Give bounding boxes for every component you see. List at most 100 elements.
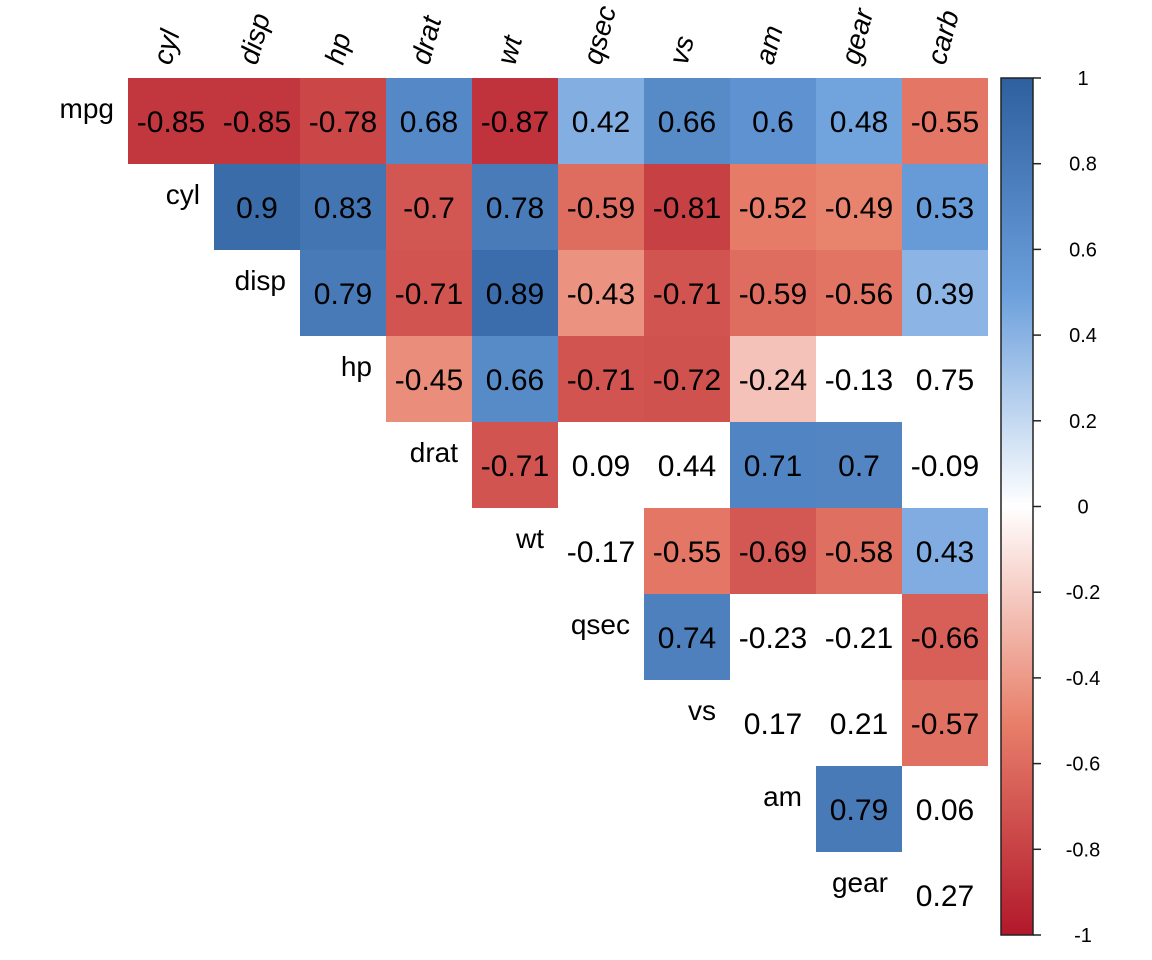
colorbar-gradient (1000, 77, 1034, 936)
heatmap-cell-mpg-gear (816, 78, 902, 164)
column-label-qsec: qsec (577, 2, 622, 67)
heatmap-cell-drat-am (730, 422, 816, 508)
heatmap-cell-qsec-am (730, 594, 816, 680)
heatmap-value-disp-qsec: -0.43 (567, 278, 635, 311)
heatmap-cell-mpg-carb (902, 78, 988, 164)
heatmap-cell-disp-drat (386, 250, 472, 336)
heatmap-cell-hp-carb (902, 336, 988, 422)
colorbar-tick-label: 0 (1077, 497, 1088, 519)
row-label-hp: hp (341, 351, 372, 382)
row-label-vs: vs (688, 695, 716, 726)
colorbar-tick-label: -0.4 (1066, 668, 1100, 690)
row-label-drat: drat (410, 437, 458, 468)
heatmap-value-disp-vs: -0.71 (653, 278, 721, 311)
row-label-wt: wt (515, 523, 544, 554)
column-labels: cyl disp hp drat wt qsec vs am gear carb (147, 2, 965, 67)
heatmap-cell-wt-carb (902, 508, 988, 594)
heatmap-cell-gear-carb (902, 852, 988, 938)
heatmap-cell-cyl-drat (386, 164, 472, 250)
heatmap-value-qsec-vs: 0.74 (658, 622, 716, 655)
heatmap-cell-cyl-wt (472, 164, 558, 250)
row-label-qsec: qsec (571, 609, 630, 640)
heatmap-cell-hp-drat (386, 336, 472, 422)
heatmap-value-disp-drat: -0.71 (395, 278, 463, 311)
heatmap-cell-cyl-qsec (558, 164, 644, 250)
heatmap-cell-drat-gear (816, 422, 902, 508)
heatmap-cell-qsec-gear (816, 594, 902, 680)
heatmap-cell-mpg-disp (214, 78, 300, 164)
row-labels: mpg cyl disp hp drat wt qsec vs am gear (60, 93, 888, 898)
heatmap-cell-cyl-hp (300, 164, 386, 250)
column-label-carb: carb (921, 7, 965, 68)
heatmap-cell-disp-gear (816, 250, 902, 336)
heatmap-value-cyl-vs: -0.81 (653, 192, 721, 225)
heatmap-cell-mpg-hp (300, 78, 386, 164)
heatmap-value-hp-wt: 0.66 (486, 364, 544, 397)
row-label-cyl: cyl (166, 179, 200, 210)
heatmap-cell-vs-carb (902, 680, 988, 766)
heatmap-value-disp-carb: 0.39 (916, 278, 974, 311)
heatmap-cell-vs-am (730, 680, 816, 766)
heatmap-value-wt-gear: -0.58 (825, 536, 893, 569)
heatmap-value-cyl-carb: 0.53 (916, 192, 974, 225)
heatmap-value-cyl-am: -0.52 (739, 192, 807, 225)
heatmap-cell-cyl-gear (816, 164, 902, 250)
heatmap-cell-drat-carb (902, 422, 988, 508)
heatmap-cell-hp-vs (644, 336, 730, 422)
column-label-wt: wt (491, 31, 529, 67)
heatmap-cell-disp-vs (644, 250, 730, 336)
heatmap-cell-mpg-am (730, 78, 816, 164)
heatmap-value-drat-gear: 0.7 (838, 450, 880, 483)
heatmap-value-drat-qsec: 0.09 (572, 450, 630, 483)
heatmap-value-mpg-disp: -0.85 (223, 106, 291, 139)
heatmap-cell-hp-wt (472, 336, 558, 422)
column-label-vs: vs (663, 32, 700, 67)
heatmap-cell-vs-gear (816, 680, 902, 766)
heatmap-cell-mpg-cyl (128, 78, 214, 164)
heatmap-value-cyl-drat: -0.7 (403, 192, 455, 225)
heatmap-value-mpg-vs: 0.66 (658, 106, 716, 139)
row-label-disp: disp (235, 265, 286, 296)
heatmap-cell-qsec-vs (644, 594, 730, 680)
heatmap-value-cyl-wt: 0.78 (486, 192, 544, 225)
colorbar: 1 0.8 0.6 0.4 0.2 0 -0.2 -0.4 -0.6 -0.8 -1 (1000, 68, 1100, 947)
heatmap-value-vs-am: 0.17 (744, 708, 802, 741)
column-label-am: am (749, 22, 789, 68)
column-label-disp: disp (233, 10, 276, 68)
heatmap-value-wt-am: -0.69 (739, 536, 807, 569)
heatmap-value-disp-am: -0.59 (739, 278, 807, 311)
heatmap-value-hp-qsec: -0.71 (567, 364, 635, 397)
colorbar-tick-label: 1 (1077, 68, 1088, 90)
heatmap-cell-cyl-vs (644, 164, 730, 250)
heatmap-cell-wt-am (730, 508, 816, 594)
heatmap-cell-cyl-disp (214, 164, 300, 250)
heatmap-cell-cyl-carb (902, 164, 988, 250)
heatmap-cell-wt-qsec (558, 508, 644, 594)
heatmap-cell-am-gear (816, 766, 902, 852)
heatmap-cell-mpg-wt (472, 78, 558, 164)
heatmap-cell-disp-am (730, 250, 816, 336)
colorbar-tick-label: -0.8 (1066, 839, 1100, 861)
heatmap-cell-qsec-carb (902, 594, 988, 680)
column-label-cyl: cyl (147, 26, 186, 68)
heatmap-value-mpg-cyl: -0.85 (137, 106, 205, 139)
heatmap-value-qsec-gear: -0.21 (825, 622, 893, 655)
heatmap-cell-drat-qsec (558, 422, 644, 508)
heatmap-value-wt-qsec: -0.17 (567, 536, 635, 569)
heatmap-cell-disp-wt (472, 250, 558, 336)
heatmap-value-drat-am: 0.71 (744, 450, 802, 483)
heatmap-value-drat-carb: -0.09 (911, 450, 979, 483)
heatmap-value-qsec-am: -0.23 (739, 622, 807, 655)
colorbar-tick-label: 0.6 (1069, 239, 1097, 261)
heatmap-value-gear-carb: 0.27 (916, 880, 974, 913)
heatmap-cell-hp-qsec (558, 336, 644, 422)
heatmap-value-cyl-gear: -0.49 (825, 192, 893, 225)
row-label-mpg: mpg (60, 93, 114, 124)
heatmap-value-mpg-drat: 0.68 (400, 106, 458, 139)
heatmap-cell-cyl-am (730, 164, 816, 250)
heatmap-values: -0.85 -0.85 -0.78 0.68 -0.87 0.42 0.66 0.6 0.48-… (137, 106, 979, 913)
heatmap-value-am-carb: 0.06 (916, 794, 974, 827)
heatmap-value-cyl-hp: 0.83 (314, 192, 372, 225)
heatmap-cell-mpg-drat (386, 78, 472, 164)
heatmap-cell-drat-wt (472, 422, 558, 508)
